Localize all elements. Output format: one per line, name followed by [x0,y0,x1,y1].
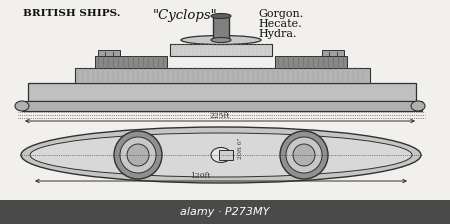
Ellipse shape [211,147,231,162]
Bar [0,200,450,224]
Text: Hydra.: Hydra. [258,29,297,39]
Text: alamy · P273MY: alamy · P273MY [180,207,270,217]
Bar [95,56,167,68]
Ellipse shape [181,35,261,45]
Ellipse shape [411,101,425,111]
Text: "Cyclops": "Cyclops" [153,9,217,22]
Text: 120ft: 120ft [190,172,210,180]
Bar [22,101,422,111]
Bar [322,50,344,56]
Ellipse shape [211,13,231,19]
Circle shape [120,137,156,173]
Bar [170,44,272,56]
Text: Gorgon.: Gorgon. [258,9,303,19]
Circle shape [127,144,149,166]
Ellipse shape [30,133,412,177]
Ellipse shape [15,101,29,111]
Text: BRITISH SHIPS.: BRITISH SHIPS. [23,9,121,18]
Text: 225ft: 225ft [210,112,230,120]
Ellipse shape [21,127,421,183]
Circle shape [114,131,162,179]
Bar [28,83,416,101]
Bar [219,150,233,160]
Circle shape [280,131,328,179]
Bar [275,56,347,68]
Bar [213,16,229,40]
Bar [98,50,120,56]
Ellipse shape [211,37,231,43]
Bar [75,68,370,83]
Text: Hecate.: Hecate. [258,19,302,29]
Circle shape [293,144,315,166]
Circle shape [286,137,322,173]
Text: 20ft 6": 20ft 6" [238,137,243,159]
